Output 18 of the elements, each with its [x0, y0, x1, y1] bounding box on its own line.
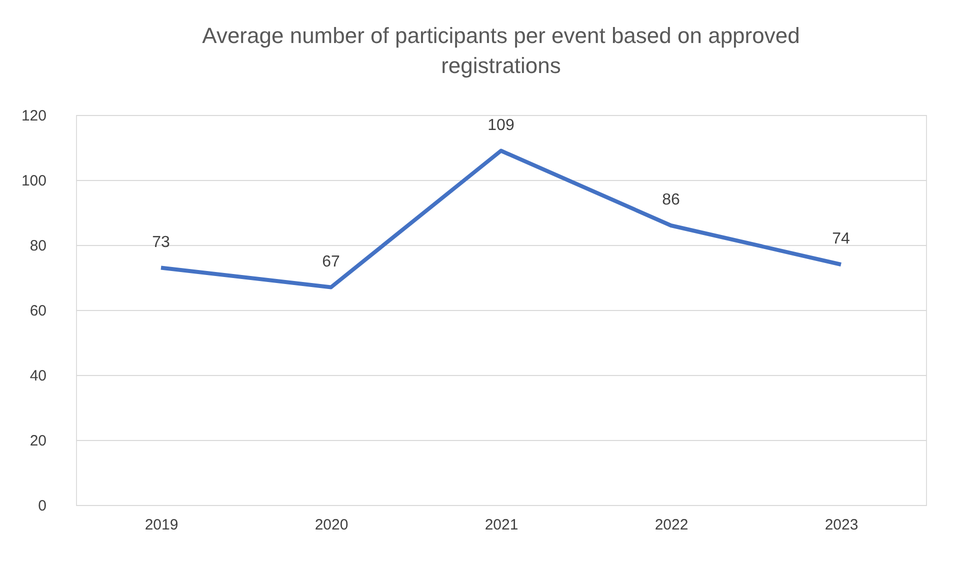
data-label: 86 — [662, 192, 680, 208]
x-tick-label: 2020 — [314, 516, 348, 534]
data-label: 74 — [832, 230, 850, 248]
y-tick-label: 40 — [30, 368, 46, 384]
y-tick-label: 0 — [38, 498, 46, 514]
data-label: 109 — [488, 116, 514, 134]
data-label: 73 — [152, 234, 170, 251]
y-tick-label: 60 — [30, 302, 46, 320]
x-tick-label: 2019 — [144, 516, 178, 534]
y-tick-label: 120 — [21, 108, 46, 124]
x-tick-label: 2021 — [484, 516, 518, 534]
data-label: 67 — [322, 253, 340, 270]
y-tick-label: 100 — [21, 172, 46, 190]
y-tick-label: 80 — [30, 238, 46, 254]
x-tick-label: 2023 — [824, 516, 858, 534]
y-tick-label: 20 — [30, 432, 46, 450]
chart-title: Average number of participants per event based on approved registrations — [202, 23, 800, 78]
x-tick-label: 2022 — [654, 516, 688, 534]
